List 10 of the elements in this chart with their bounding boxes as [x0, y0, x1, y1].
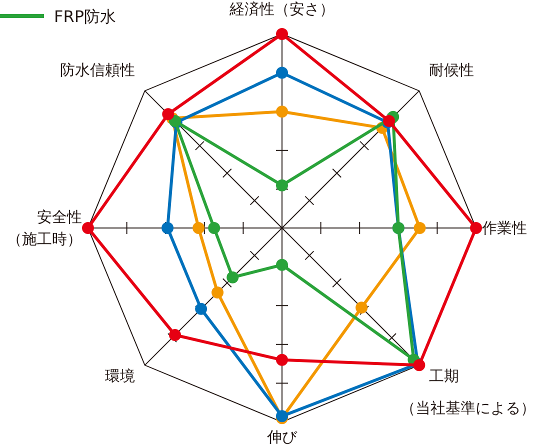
spoke-label: 作業性: [481, 219, 527, 237]
spoke-label: 伸び: [266, 428, 298, 446]
spoke-label: 経済性（安さ）: [228, 0, 334, 18]
spoke-label: 環境: [104, 367, 135, 386]
spoke-label: 防水信頼性: [60, 60, 135, 79]
legend-label: FRP防水: [54, 7, 116, 26]
spoke-label: 安全性（施工時）: [7, 208, 82, 248]
spoke-label: 耐候性: [429, 60, 474, 79]
spoke-label: 工期: [429, 367, 460, 386]
text: （当社基準による）: [400, 399, 536, 417]
